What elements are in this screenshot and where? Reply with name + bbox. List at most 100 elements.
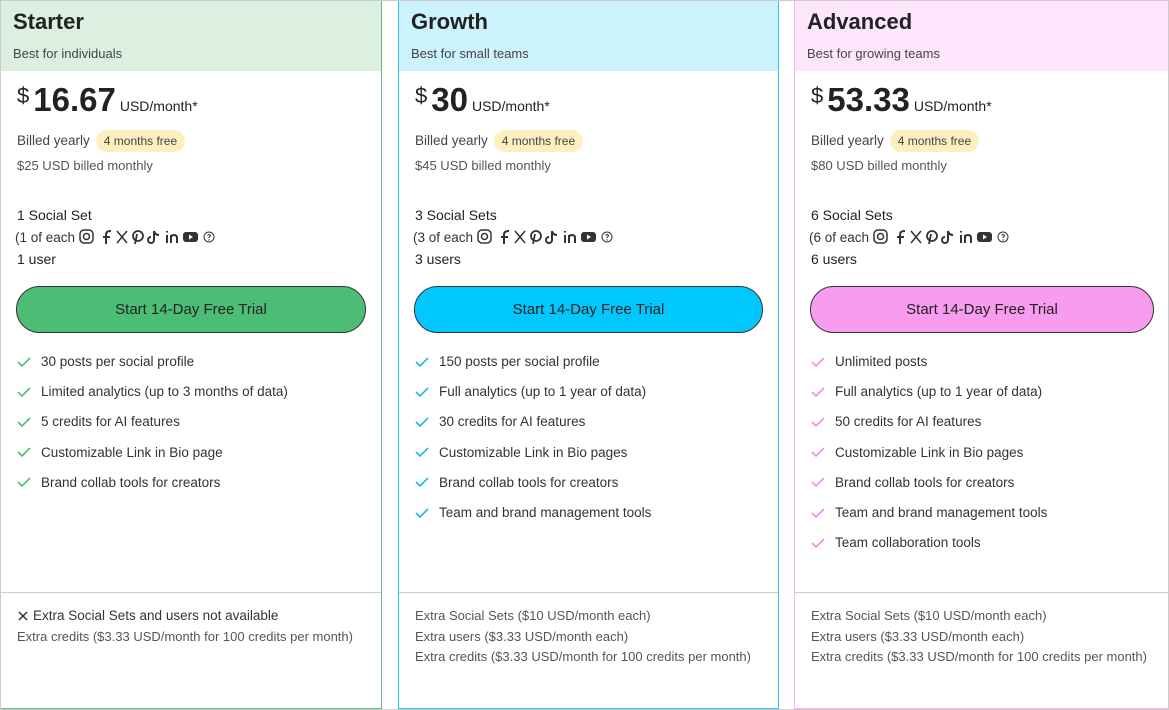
price-row: $16.67 USD/month* [17, 81, 198, 119]
extra-text: Extra credits ($3.33 USD/month for 100 c… [415, 649, 751, 664]
plan-header: Growth Best for small teams [399, 1, 778, 71]
feature-text: Full analytics (up to 1 year of data) [835, 384, 1043, 400]
badge: 4 months free [95, 130, 186, 152]
check-icon [415, 507, 439, 519]
extra-text: Extra Social Sets ($10 USD/month each) [811, 608, 1047, 623]
feature: Limited analytics (up to 3 months of dat… [17, 384, 288, 399]
check-icon [811, 416, 835, 428]
user-count: 6 users [811, 251, 857, 267]
feature: Team and brand management tools [811, 505, 1047, 520]
check-icon [811, 507, 835, 519]
feature-text: Team collaboration tools [835, 535, 981, 551]
check-icon [811, 386, 835, 398]
billed-text: Billed yearly [415, 133, 488, 148]
trial-button[interactable]: Start 14-Day Free Trial [810, 286, 1154, 333]
price-row: $53.33 USD/month* [811, 81, 992, 119]
trial-button[interactable]: Start 14-Day Free Trial [414, 286, 763, 333]
extra: Extra credits ($3.33 USD/month for 100 c… [17, 629, 353, 644]
social-sets: 1 Social Set [17, 207, 92, 223]
check-icon [415, 446, 439, 458]
feature-text: Full analytics (up to 1 year of data) [439, 384, 647, 400]
social-icons [75, 229, 219, 245]
plan-header: Advanced Best for growing teams [795, 1, 1168, 71]
feature-text: 5 credits for AI features [41, 414, 180, 430]
cross-icon [17, 610, 29, 622]
extra: Extra Social Sets and users not availabl… [17, 608, 278, 623]
plan-card: Starter Best for individuals $16.67 USD/mon… [1, 1, 382, 709]
feature-text: Unlimited posts [835, 354, 928, 369]
price-unit: USD/month* [119, 98, 198, 114]
billing: Billed yearly 4 months free [415, 130, 584, 152]
feature-text: Customizable Link in Bio pages [835, 444, 1024, 460]
extra: Extra users ($3.33 USD/month each) [415, 629, 628, 644]
each-text: (1 of each [15, 229, 76, 245]
user-count: 1 user [17, 251, 56, 267]
plan-name: Advanced [807, 9, 913, 34]
currency: $ [811, 83, 824, 108]
social-networks: (3 of each [413, 229, 617, 245]
currency: $ [415, 83, 428, 108]
check-icon [17, 476, 41, 488]
social-icons [869, 229, 1013, 245]
social-networks: (1 of each [15, 229, 219, 245]
check-icon [17, 386, 41, 398]
check-icon [17, 356, 41, 368]
feature: Brand collab tools for creators [17, 475, 220, 490]
feature: Full analytics (up to 1 year of data) [811, 384, 1042, 399]
monthly-price: $80 USD billed monthly [811, 158, 947, 173]
social-sets: 3 Social Sets [415, 207, 497, 223]
plan-tagline: Best for growing teams [807, 46, 940, 61]
feature-text: Team and brand management tools [835, 505, 1048, 520]
monthly-price: $45 USD billed monthly [415, 158, 551, 173]
price: 16.67 [33, 81, 116, 118]
price-unit: USD/month* [471, 98, 550, 114]
price-row: $30 USD/month* [415, 81, 550, 119]
feature: 30 posts per social profile [17, 354, 194, 369]
check-icon [415, 386, 439, 398]
extra-text: Extra users ($3.33 USD/month each) [415, 628, 629, 644]
check-icon [811, 476, 835, 488]
check-icon [811, 537, 835, 549]
check-icon [811, 446, 835, 458]
feature: Customizable Link in Bio pages [415, 445, 627, 460]
extra-text: Extra credits ($3.33 USD/month for 100 c… [811, 649, 1147, 664]
plan-card: Growth Best for small teams $30 USD/month* B… [398, 1, 779, 709]
divider [795, 592, 1168, 593]
feature-text: 30 credits for AI features [439, 414, 586, 430]
plan-card: Advanced Best for growing teams $53.33 USD/… [794, 1, 1168, 709]
extra-text: Extra users ($3.33 USD/month each) [811, 628, 1025, 644]
billed-text: Billed yearly [811, 133, 884, 148]
extra-text: Extra credits ($3.33 USD/month for 100 c… [17, 628, 353, 644]
feature: Customizable Link in Bio page [17, 445, 223, 460]
plan-name: Growth [411, 9, 488, 34]
check-icon [811, 356, 835, 368]
billing: Billed yearly 4 months free [17, 130, 186, 152]
currency: $ [17, 83, 30, 108]
extra: Extra credits ($3.33 USD/month for 100 c… [811, 649, 1147, 664]
trial-button[interactable]: Start 14-Day Free Trial [16, 286, 366, 333]
feature: 30 credits for AI features [415, 414, 585, 429]
billing: Billed yearly 4 months free [811, 130, 980, 152]
check-icon [17, 416, 41, 428]
plan-header: Starter Best for individuals [1, 1, 381, 71]
social-networks: (6 of each [809, 229, 1013, 245]
each-text: (3 of each [413, 229, 474, 245]
extra: Extra credits ($3.33 USD/month for 100 c… [415, 649, 751, 664]
feature-text: Customizable Link in Bio page [41, 444, 223, 460]
feature: Brand collab tools for creators [811, 475, 1014, 490]
feature-text: 50 credits for AI features [835, 414, 982, 430]
feature-text: Customizable Link in Bio pages [439, 444, 628, 460]
badge: 4 months free [889, 130, 980, 152]
feature: Unlimited posts [811, 354, 927, 369]
feature: 5 credits for AI features [17, 414, 180, 429]
extra: Extra users ($3.33 USD/month each) [811, 629, 1024, 644]
divider [399, 592, 778, 593]
feature-text: Brand collab tools for creators [835, 474, 1015, 490]
user-count: 3 users [415, 251, 461, 267]
feature-text: Team and brand management tools [439, 505, 652, 520]
plan-name: Starter [13, 9, 84, 34]
plan-tagline: Best for small teams [411, 46, 529, 61]
feature: Full analytics (up to 1 year of data) [415, 384, 646, 399]
badge: 4 months free [493, 130, 584, 152]
